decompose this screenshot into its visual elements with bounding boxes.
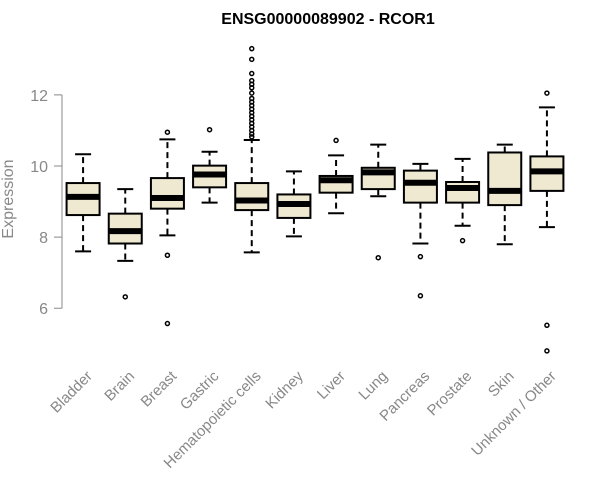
box-iqr bbox=[402, 169, 438, 204]
outlier-point bbox=[544, 348, 550, 354]
x-tick-label: Brain bbox=[101, 368, 138, 405]
y-tick-label: 10 bbox=[30, 159, 48, 176]
box-group bbox=[107, 188, 143, 300]
box-iqr bbox=[487, 151, 523, 207]
outlier-point bbox=[375, 254, 381, 261]
outlier-point bbox=[122, 294, 128, 300]
box-group bbox=[487, 143, 523, 246]
outlier-point bbox=[249, 131, 255, 137]
chart-title: ENSG00000089902 - RCOR1 bbox=[221, 11, 435, 28]
box-iqr bbox=[234, 182, 270, 212]
box-series bbox=[65, 45, 565, 354]
y-tick-label: 8 bbox=[39, 230, 48, 247]
x-tick-label: Kidney bbox=[262, 367, 307, 412]
outlier-point bbox=[206, 126, 213, 133]
outlier-point bbox=[164, 320, 171, 327]
x-tick-label: Lung bbox=[355, 368, 391, 404]
outlier-point bbox=[249, 45, 255, 52]
box-group bbox=[192, 126, 228, 204]
box-group bbox=[529, 90, 565, 354]
box-group bbox=[276, 170, 312, 238]
box-group bbox=[149, 129, 185, 327]
box-group bbox=[360, 143, 396, 261]
y-tick-label: 6 bbox=[39, 301, 48, 318]
x-tick-label: Liver bbox=[314, 368, 349, 403]
x-tick-label: Breast bbox=[138, 367, 181, 410]
outlier-point bbox=[417, 253, 424, 260]
outlier-point bbox=[249, 134, 255, 140]
box-group bbox=[445, 157, 481, 244]
outlier-point bbox=[249, 56, 255, 63]
outlier-point bbox=[544, 322, 550, 329]
box-group bbox=[234, 45, 270, 254]
outlier-point bbox=[249, 70, 255, 77]
box-group bbox=[65, 153, 101, 253]
outlier-point bbox=[333, 137, 339, 144]
outlier-point bbox=[249, 85, 255, 91]
x-tick-label: Skin bbox=[485, 368, 518, 401]
outlier-point bbox=[544, 90, 550, 96]
y-tick-label: 12 bbox=[30, 88, 48, 105]
x-tick-label: Prostate bbox=[424, 368, 476, 420]
outlier-point bbox=[164, 252, 171, 258]
y-axis-label: Expression bbox=[0, 159, 17, 238]
box-iqr bbox=[149, 177, 185, 210]
outlier-point bbox=[164, 129, 171, 135]
outlier-point bbox=[249, 90, 255, 96]
y-axis: 6 8 10 12 bbox=[30, 88, 63, 318]
box-group bbox=[402, 162, 438, 299]
outlier-point bbox=[459, 237, 466, 244]
outlier-point bbox=[417, 293, 424, 299]
x-tick-label: Bladder bbox=[47, 368, 96, 417]
box-group bbox=[318, 137, 354, 215]
